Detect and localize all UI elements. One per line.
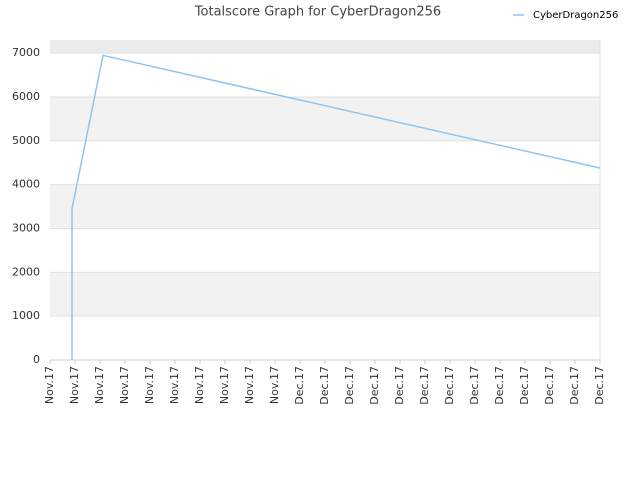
x-tick-label: Dec.17 <box>518 366 531 405</box>
grid-band <box>50 228 600 273</box>
x-tick-label: Nov.17 <box>268 366 281 404</box>
grid-band <box>50 184 600 229</box>
x-tick-label: Nov.17 <box>118 366 131 404</box>
y-tick-label: 3000 <box>12 221 40 234</box>
x-tick-label: Dec.17 <box>343 366 356 405</box>
grid-band <box>50 96 600 141</box>
x-tick-label: Dec.17 <box>593 366 606 405</box>
x-tick-label: Nov.17 <box>193 366 206 404</box>
series-line <box>71 54 601 360</box>
grid-band <box>50 140 600 185</box>
grid-band <box>50 53 600 97</box>
legend-label: CyberDragon256 <box>533 10 618 21</box>
x-tick-label: Nov.17 <box>168 366 181 404</box>
grid-band <box>50 316 600 360</box>
x-tick-label: Nov.17 <box>218 366 231 404</box>
x-tick-label: Nov.17 <box>68 366 81 404</box>
x-tick-label: Nov.17 <box>243 366 256 404</box>
x-tick-label: Dec.17 <box>418 366 431 405</box>
x-tick-label: Dec.17 <box>393 366 406 405</box>
x-tick-label: Dec.17 <box>568 366 581 405</box>
y-tick-label: 2000 <box>12 265 40 278</box>
x-tick-label: Dec.17 <box>318 366 331 405</box>
x-tick-label: Dec.17 <box>543 366 556 405</box>
x-tick-label: Dec.17 <box>468 366 481 405</box>
x-tick-label: Dec.17 <box>293 366 306 405</box>
x-tick-label: Nov.17 <box>93 366 106 404</box>
grid-band <box>50 40 600 54</box>
x-tick-label: Dec.17 <box>493 366 506 405</box>
x-tick-label: Nov.17 <box>143 366 156 404</box>
y-tick-label: 4000 <box>12 178 40 191</box>
x-tick-label: Dec.17 <box>443 366 456 405</box>
y-tick-label: 7000 <box>12 46 40 59</box>
x-tick-label: Nov.17 <box>43 366 56 404</box>
y-tick-label: 5000 <box>12 134 40 147</box>
y-tick-label: 6000 <box>12 90 40 103</box>
chart-title: Totalscore Graph for CyberDragon256 <box>194 5 441 20</box>
y-tick-label: 1000 <box>12 309 40 322</box>
x-tick-label: Dec.17 <box>368 366 381 405</box>
y-tick-label: 0 <box>33 353 40 366</box>
grid-band <box>50 272 600 317</box>
